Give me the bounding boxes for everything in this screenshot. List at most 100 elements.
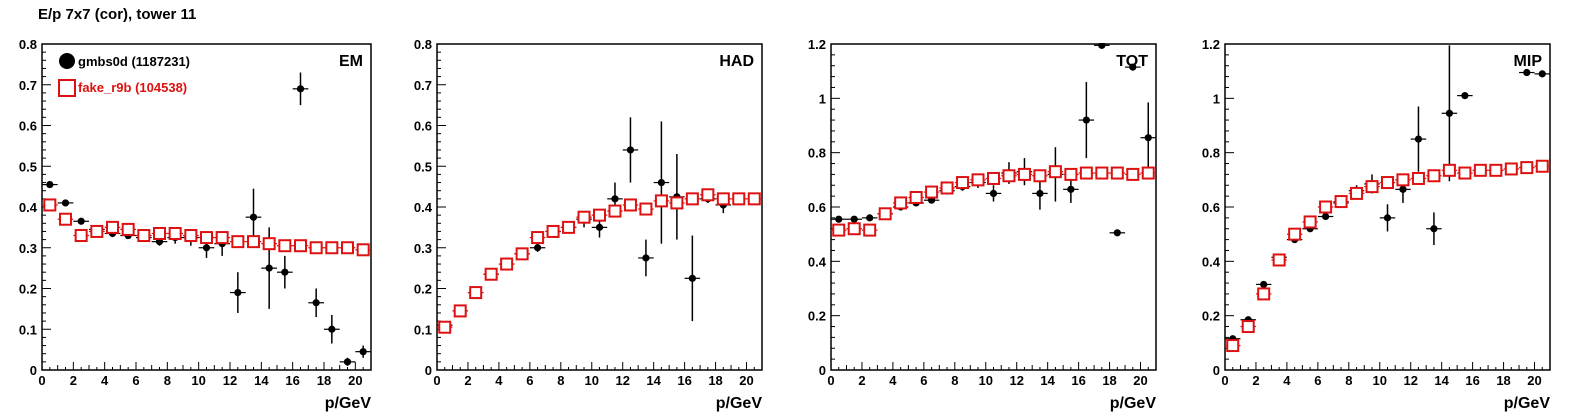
y-tick-label: 0.5 [19, 159, 37, 174]
data-point [1321, 212, 1330, 221]
mc-point [1319, 200, 1333, 214]
y-tick-label: 0.4 [414, 200, 433, 215]
mc-point [231, 235, 245, 249]
data-point [688, 274, 696, 282]
x-axis-title: p/GeV [1110, 395, 1157, 412]
y-tick-label: 0.8 [808, 146, 826, 161]
panel-label: MIP [1514, 53, 1543, 70]
y-tick-label: 1.2 [1202, 37, 1220, 52]
mc-point [701, 188, 715, 202]
mc-point [356, 243, 370, 257]
x-tick-label: 0 [433, 373, 440, 388]
mc-point [894, 196, 908, 210]
y-tick-label: 0 [30, 363, 37, 378]
x-tick-label: 8 [951, 373, 958, 388]
mc-point [184, 229, 198, 243]
x-tick-label: 0 [38, 373, 45, 388]
y-tick-label: 0.7 [19, 78, 37, 93]
x-tick-label: 12 [615, 373, 629, 388]
mc-point [593, 208, 606, 222]
mc-point [1095, 166, 1109, 180]
x-tick-label: 14 [1434, 373, 1449, 388]
mc-point [1064, 167, 1078, 181]
x-tick-label: 20 [1133, 373, 1147, 388]
data-point [611, 195, 619, 203]
mc-point [878, 207, 892, 221]
x-tick-label: 12 [223, 373, 237, 388]
x-axis-title: p/GeV [1504, 395, 1551, 412]
data-point [265, 264, 273, 272]
y-tick-label: 0 [425, 363, 432, 378]
y-tick-label: 0 [1213, 363, 1220, 378]
mc-point [1002, 169, 1016, 183]
mc-point [987, 171, 1000, 185]
mc-point [43, 198, 57, 212]
mc-point [1365, 180, 1379, 194]
x-tick-label: 4 [889, 373, 897, 388]
mc-point [200, 231, 213, 245]
mc-point [500, 257, 514, 271]
legend: gmbs0d (1187231) fake_r9b (104538) [58, 53, 190, 97]
data-layer [831, 43, 1156, 237]
mc-point [453, 304, 467, 318]
data-point [1430, 225, 1438, 233]
data-point [296, 85, 305, 93]
x-tick-label: 20 [739, 373, 753, 388]
data-point [1461, 92, 1469, 100]
x-tick-label: 6 [132, 373, 139, 388]
mc-point [925, 185, 939, 199]
plot-frame [436, 43, 763, 371]
x-tick-label: 18 [1102, 373, 1116, 388]
x-tick-label: 4 [101, 373, 109, 388]
mc-point [59, 212, 72, 226]
y-tick-label: 0.3 [19, 241, 37, 256]
x-tick-label: 8 [557, 373, 564, 388]
mc-point [1272, 253, 1286, 267]
y-tick-label: 0.7 [414, 78, 432, 93]
data-point [1082, 116, 1090, 124]
mc-point [1241, 320, 1255, 334]
mc-point [685, 192, 699, 206]
data-point [850, 215, 858, 223]
mc-point [1520, 161, 1534, 175]
mc-point [1489, 163, 1503, 177]
mc-point [1017, 167, 1031, 181]
mc-point [168, 226, 182, 240]
mc-point [515, 247, 529, 261]
mc-point [531, 231, 545, 245]
x-tick-label: 16 [1465, 373, 1479, 388]
data-point [202, 244, 211, 252]
mc-point [562, 220, 576, 234]
data-point [77, 217, 85, 225]
x-tick-label: 4 [495, 373, 503, 388]
legend-marker-data [59, 53, 75, 69]
x-tick-label: 14 [1040, 373, 1055, 388]
mc-point [1048, 165, 1062, 179]
data-point [1036, 189, 1044, 198]
data-point [989, 189, 998, 198]
page-title: E/p 7x7 (cor), tower 11 [38, 6, 197, 23]
y-tick-label: 0.2 [19, 282, 37, 297]
mc-point [1110, 166, 1124, 180]
data-point [1113, 229, 1121, 237]
data-layer [437, 117, 762, 334]
data-point [1538, 70, 1546, 78]
x-tick-label: 10 [585, 373, 599, 388]
mc-point [1257, 287, 1271, 301]
y-tick-label: 1 [819, 91, 826, 106]
legend-marker-mc [58, 79, 76, 97]
data-point [1260, 280, 1268, 289]
x-tick-label: 8 [164, 373, 171, 388]
x-tick-label: 2 [464, 373, 471, 388]
mc-point [106, 220, 119, 234]
y-tick-label: 0.3 [414, 241, 432, 256]
x-tick-label: 18 [317, 373, 331, 388]
mc-point [1427, 169, 1441, 183]
mc-point [863, 223, 877, 237]
mc-point [1141, 166, 1155, 180]
data-layer [42, 72, 371, 366]
mc-point [1504, 162, 1518, 176]
mc-point [909, 190, 923, 204]
x-tick-label: 2 [858, 373, 865, 388]
data-layer [1225, 45, 1550, 353]
